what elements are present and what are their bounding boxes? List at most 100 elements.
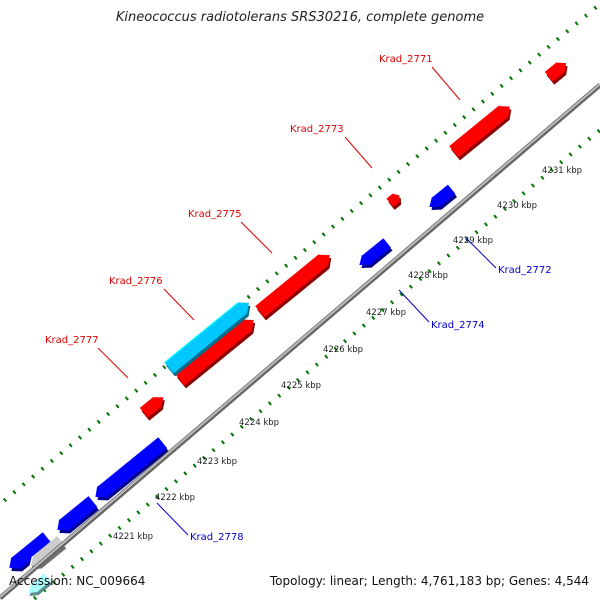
tick-mark xyxy=(77,435,83,440)
tick-mark xyxy=(305,370,310,375)
tick-mark xyxy=(387,177,392,182)
leader-line xyxy=(344,136,373,169)
gene-krad-2773[interactable] xyxy=(386,193,402,210)
tick-mark xyxy=(21,482,26,487)
tick-mark xyxy=(152,372,157,378)
genome-backbone xyxy=(0,83,600,600)
tick-mark xyxy=(265,279,270,284)
gene-krad-2776-hl[interactable] xyxy=(164,302,251,377)
tick-mark xyxy=(108,533,113,538)
gene-krad-2772[interactable] xyxy=(429,184,457,210)
tick-label: 4225 kbp xyxy=(281,381,321,391)
tick-mark xyxy=(574,21,579,26)
tick-mark xyxy=(527,60,532,65)
tick-mark xyxy=(396,169,401,175)
tick-mark xyxy=(324,354,329,359)
gene-label-krad-2771[interactable]: Krad_2771 xyxy=(379,54,433,65)
tick-mark xyxy=(87,427,92,432)
gene-krad-2778-a[interactable] xyxy=(95,437,169,501)
gene-krad-2771-main[interactable] xyxy=(449,105,512,161)
gene-label-krad-2774[interactable]: Krad_2774 xyxy=(431,320,485,331)
gene-label-krad-2776[interactable]: Krad_2776 xyxy=(109,276,163,287)
tick-mark xyxy=(255,286,261,292)
tick-mark xyxy=(349,208,354,214)
tick-mark xyxy=(164,486,169,492)
tick-mark xyxy=(12,490,17,495)
tick-mark xyxy=(405,161,410,167)
tick-mark xyxy=(480,99,485,104)
tick-mark xyxy=(493,214,498,219)
tick-mark xyxy=(79,556,85,562)
tick-mark xyxy=(587,136,592,142)
tick-mark xyxy=(68,443,73,448)
leader-line xyxy=(398,289,430,323)
gene-label-krad-2772[interactable]: Krad_2772 xyxy=(498,265,552,276)
tick-mark xyxy=(143,380,148,386)
tick-mark xyxy=(258,409,263,414)
gene-krad-2778-b[interactable] xyxy=(57,496,99,534)
tick-mark xyxy=(427,268,432,274)
tick-mark xyxy=(134,388,139,393)
tick-label: 4228 kbp xyxy=(408,271,448,281)
tick-mark xyxy=(537,52,542,57)
tick-mark xyxy=(499,83,504,89)
gene-label-krad-2778[interactable]: Krad_2778 xyxy=(190,532,244,543)
gene-krad-2774[interactable] xyxy=(359,238,393,268)
tick-mark xyxy=(521,191,526,196)
tick-mark xyxy=(408,284,413,289)
tick-mark xyxy=(359,200,364,206)
tick-mark xyxy=(117,525,122,531)
tick-mark xyxy=(471,107,476,112)
tick-label: 4224 kbp xyxy=(239,418,279,428)
tick-mark xyxy=(361,323,366,328)
gene-reverse-c[interactable] xyxy=(9,532,54,572)
tick-mark xyxy=(455,245,460,250)
tick-mark xyxy=(302,247,307,253)
tick-mark xyxy=(436,261,442,266)
tick-mark xyxy=(483,222,489,227)
tick-mark xyxy=(296,377,301,383)
tick-mark xyxy=(126,517,131,523)
tick-mark xyxy=(452,122,457,128)
tick-mark xyxy=(518,68,523,73)
tick-mark xyxy=(155,494,160,500)
tick-mark xyxy=(530,183,535,188)
tick-mark xyxy=(32,595,38,600)
gene-track xyxy=(9,62,568,596)
tick-mark xyxy=(284,263,289,268)
tick-mark xyxy=(274,271,279,276)
tick-mark xyxy=(434,138,439,143)
tick-mark xyxy=(577,144,582,149)
tick-label: 4221 kbp xyxy=(113,532,153,542)
tick-label: 4231 kbp xyxy=(542,166,582,176)
backbone-highlight xyxy=(0,83,600,598)
tick-mark xyxy=(40,466,45,471)
gene-label-krad-2777[interactable]: Krad_2777 xyxy=(45,335,99,346)
accession-text: Accession: NC_009664 xyxy=(9,574,146,588)
tick-mark xyxy=(424,146,429,151)
tick-mark xyxy=(124,396,129,401)
tick-mark xyxy=(145,502,150,507)
tick-mark xyxy=(293,255,298,261)
gene-krad-2771[interactable] xyxy=(544,62,568,85)
tick-mark xyxy=(98,541,103,546)
gene-cyan[interactable] xyxy=(27,573,53,596)
gene-label-krad-2775[interactable]: Krad_2775 xyxy=(188,209,242,220)
tick-mark xyxy=(474,230,479,235)
tick-label: 4226 kbp xyxy=(323,345,363,355)
tick-mark xyxy=(183,471,188,476)
tick-mark xyxy=(540,175,545,180)
gene-label-krad-2773[interactable]: Krad_2773 xyxy=(290,124,344,135)
genome-title: Kineococcus radiotolerans SRS30216, comp… xyxy=(115,10,485,25)
gene-krad-2777[interactable] xyxy=(139,396,165,421)
tick-mark xyxy=(415,154,420,159)
tick-mark xyxy=(546,44,551,50)
tick-mark xyxy=(418,276,423,282)
tick-mark xyxy=(246,294,251,300)
tick-mark xyxy=(49,458,54,464)
tick-mark xyxy=(59,450,64,456)
genome-summary-text: Topology: linear; Length: 4,761,183 bp; … xyxy=(269,574,589,588)
gene-krad-2775[interactable] xyxy=(255,254,332,321)
